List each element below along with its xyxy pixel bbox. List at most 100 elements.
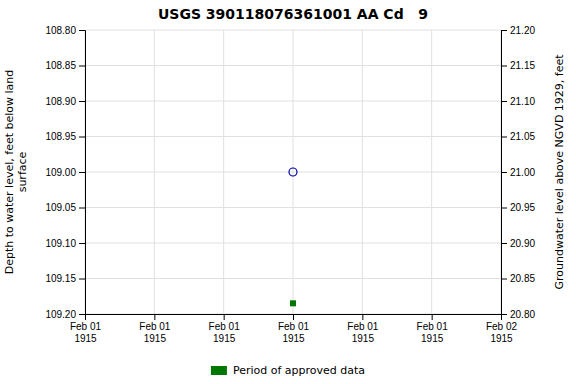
tick-label: 108.95 xyxy=(45,131,76,142)
tick-label-line: 1915 xyxy=(74,333,97,344)
y-tick: 109.20 xyxy=(45,309,85,320)
tick-label-line: Feb 01 xyxy=(278,321,310,332)
tick-mark xyxy=(501,208,507,209)
tick-mark xyxy=(79,279,85,280)
tick-mark xyxy=(79,101,85,102)
y2-axis: 21.20 21.15 21.10 21.05 21.00 20.95 20.90 20.85… xyxy=(501,25,535,320)
x-tick: Feb 011915 xyxy=(347,314,379,344)
y2-tick: 21.15 xyxy=(501,60,535,71)
y2-tick: 20.90 xyxy=(501,238,535,249)
tick-mark xyxy=(501,172,507,173)
tick-mark xyxy=(501,30,507,31)
x-tick: Feb 011915 xyxy=(278,314,310,344)
tick-label: 21.00 xyxy=(510,167,535,178)
y2-tick: 20.80 xyxy=(501,309,535,320)
circle-point xyxy=(289,168,297,176)
tick-mark xyxy=(293,314,294,320)
y-tick: 109.00 xyxy=(45,167,85,178)
tick-mark xyxy=(224,314,225,320)
legend-item: Period of approved data xyxy=(211,364,365,377)
tick-label: 109.00 xyxy=(45,167,76,178)
tick-label: 21.05 xyxy=(510,131,535,142)
tick-mark xyxy=(432,314,433,320)
legend-label: Period of approved data xyxy=(233,364,365,377)
grid-line xyxy=(431,30,432,314)
tick-mark xyxy=(154,314,155,320)
tick-label: 21.10 xyxy=(510,96,535,107)
tick-label-line: Feb 01 xyxy=(139,321,171,332)
tick-label: 108.85 xyxy=(45,60,76,71)
tick-label: 21.20 xyxy=(510,25,535,36)
title: USGS 390118076361001 AA Cd 9 xyxy=(158,6,428,22)
tick-mark xyxy=(79,66,85,67)
axis-line xyxy=(86,315,502,321)
tick-label-line: Feb 01 xyxy=(417,321,449,332)
tick-mark xyxy=(501,66,507,67)
tick-mark xyxy=(79,30,85,31)
grid-line xyxy=(154,30,155,314)
tick-mark xyxy=(501,279,507,280)
tick-label-line: Feb 01 xyxy=(347,321,379,332)
tick-label: 21.15 xyxy=(510,60,535,71)
x-tick: Feb 021915 xyxy=(486,314,518,344)
tick-mark xyxy=(362,314,363,320)
tick-label: 20.80 xyxy=(510,309,535,320)
tick-label: 20.90 xyxy=(510,238,535,249)
y-tick: 109.10 xyxy=(45,238,85,249)
tick-label: Feb 021915 xyxy=(486,321,518,344)
x-tick: Feb 011915 xyxy=(139,314,171,344)
tick-label-line: 1915 xyxy=(352,333,375,344)
tick-label-line: Feb 01 xyxy=(70,321,102,332)
tick-label-line: 1915 xyxy=(144,333,167,344)
legend: Period of approved data xyxy=(211,364,365,377)
tick-label: Feb 011915 xyxy=(278,321,310,344)
tick-label-line: 1915 xyxy=(213,333,236,344)
y2-tick: 21.10 xyxy=(501,96,535,107)
y2-tick: 20.95 xyxy=(501,202,535,213)
chart: 108.80108.85108.90108.95109.00109.05109.… xyxy=(0,0,576,384)
tick-label-line: Feb 01 xyxy=(209,321,241,332)
tick-label: 109.10 xyxy=(45,238,76,249)
square-point xyxy=(291,301,296,306)
y2-tick: 21.00 xyxy=(501,167,535,178)
y2-tick: 21.20 xyxy=(501,25,535,36)
tick-label: 108.90 xyxy=(45,96,76,107)
tick-label-line: Feb 02 xyxy=(486,321,518,332)
marks xyxy=(289,168,297,306)
y-tick: 109.05 xyxy=(45,202,85,213)
x-tick: Feb 011915 xyxy=(209,314,241,344)
tick-mark xyxy=(501,137,507,138)
y-tick: 108.95 xyxy=(45,131,85,142)
grid-line xyxy=(223,30,224,314)
tick-mark xyxy=(79,208,85,209)
tick-label: 109.20 xyxy=(45,309,76,320)
y-tick: 109.15 xyxy=(45,273,85,284)
x-axis: Feb 011915Feb 011915Feb 011915Feb 011915… xyxy=(70,314,518,344)
x-tick: Feb 011915 xyxy=(417,314,449,344)
x-tick: Feb 011915 xyxy=(70,314,102,344)
tick-mark xyxy=(501,243,507,244)
tick-mark xyxy=(501,314,502,320)
grid-line xyxy=(362,30,363,314)
legend-swatch xyxy=(211,366,227,375)
tick-label-line: 1915 xyxy=(282,333,305,344)
tick-label: Feb 011915 xyxy=(417,321,449,344)
y-label: Depth to water level, feet below landsur… xyxy=(3,70,29,275)
tick-label: Feb 011915 xyxy=(347,321,379,344)
tick-mark xyxy=(79,314,85,315)
tick-mark xyxy=(85,314,86,320)
y2-tick: 20.85 xyxy=(501,273,535,284)
y-label-line: surface xyxy=(16,151,29,192)
tick-mark xyxy=(79,243,85,244)
tick-mark xyxy=(79,172,85,173)
tick-label: 109.15 xyxy=(45,273,76,284)
tick-label: 20.85 xyxy=(510,273,535,284)
tick-label: Feb 011915 xyxy=(139,321,171,344)
y2-tick: 21.05 xyxy=(501,131,535,142)
tick-label: 20.95 xyxy=(510,202,535,213)
y-axis: 108.80108.85108.90108.95109.00109.05109.… xyxy=(45,25,85,320)
y-tick: 108.90 xyxy=(45,96,85,107)
y-tick: 108.85 xyxy=(45,60,85,71)
grid xyxy=(85,30,501,314)
grid-line xyxy=(293,30,294,314)
